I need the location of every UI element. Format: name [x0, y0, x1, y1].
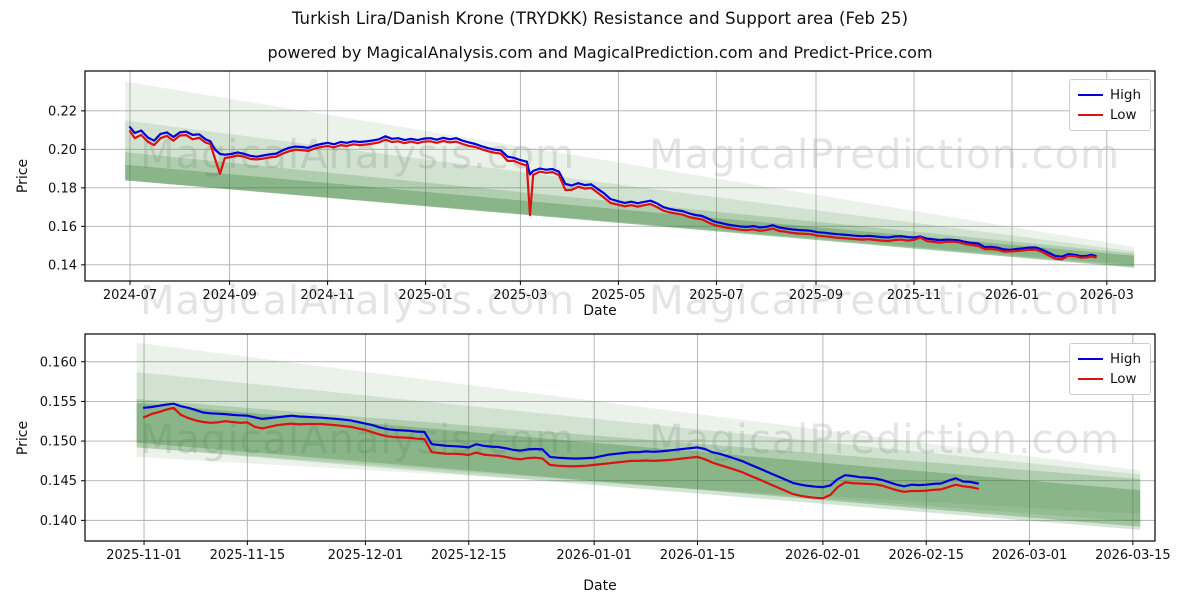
top-chart-ylabel: Price [15, 158, 32, 194]
x-tick-label: 2025-11-15 [210, 548, 286, 563]
low-line [128, 130, 1097, 261]
band-polygon [125, 120, 1135, 266]
x-tick-label: 2026-03 [1080, 288, 1134, 303]
page-title: Turkish Lira/Danish Krone (TRYDKK) Resis… [291, 9, 909, 28]
top-chart-xlabel: Date [583, 303, 617, 319]
band-polygon [136, 342, 1141, 515]
x-tick-label: 2026-03-01 [992, 548, 1068, 563]
x-tick-label: 2026-02-15 [888, 548, 964, 563]
axis-ticks: 2025-11-01 2025-11-15 2025-12-01 2025-12-15… [40, 355, 1171, 563]
band-polygon [136, 403, 1141, 527]
legend-label-low: Low [1109, 371, 1137, 387]
high-line-swatch-icon [1077, 358, 1103, 360]
x-tick-label: 2026-01-15 [660, 548, 736, 563]
x-tick-label: 2026-03-15 [1095, 548, 1171, 563]
grid-lines [85, 71, 1155, 281]
legend-entry-high: High [1077, 349, 1141, 369]
legend-label-low: Low [1109, 107, 1137, 123]
page-subtitle: powered by MagicalAnalysis.com and Magic… [267, 43, 933, 62]
legend-entry-high: High [1077, 85, 1141, 105]
y-tick-label: 0.18 [48, 181, 77, 196]
x-tick-label: 2026-01 [985, 288, 1039, 303]
legend-label-high: High [1109, 87, 1141, 103]
x-tick-label: 2025-05 [591, 288, 645, 303]
high-line [142, 402, 980, 489]
x-tick-label: 2024-07 [103, 288, 157, 303]
band-polygon [125, 81, 1135, 265]
y-tick-label: 0.14 [48, 258, 77, 273]
y-tick-label: 0.140 [40, 514, 77, 529]
low-line [142, 406, 980, 500]
x-tick-label: 2025-11 [887, 288, 941, 303]
y-tick-label: 0.22 [48, 104, 77, 119]
grid-lines [85, 334, 1155, 541]
y-tick-label: 0.145 [40, 474, 77, 489]
band-polygon [136, 372, 1141, 522]
x-tick-label: 2024-09 [202, 288, 256, 303]
top-chart-plot: 2024-07 2024-09 2024-11 2025-01 2025-03 2025-… [48, 70, 1156, 303]
y-tick-label: 0.160 [40, 355, 77, 370]
band-polygon [125, 164, 1135, 268]
x-tick-label: 2025-01 [398, 288, 452, 303]
axis-ticks: 2024-07 2024-09 2024-11 2025-01 2025-03 2025-… [48, 104, 1134, 303]
y-tick-label: 0.20 [48, 143, 77, 158]
y-tick-label: 0.155 [40, 395, 77, 410]
x-tick-label: 2026-01-01 [556, 548, 632, 563]
legend-entry-low: Low [1077, 369, 1141, 389]
plot-border [84, 70, 1156, 282]
bottom-chart-legend: High Low [1068, 343, 1151, 395]
x-tick-label: 2025-03 [493, 288, 547, 303]
y-tick-label: 0.150 [40, 435, 77, 450]
bottom-chart-plot: 2025-11-01 2025-11-15 2025-12-01 2025-12-15… [40, 333, 1171, 563]
plot-border [84, 333, 1156, 542]
support-resistance-bands [125, 81, 1135, 268]
watermark-text: MagicalPrediction.com [649, 132, 1121, 178]
high-line-swatch-icon [1077, 94, 1103, 96]
legend-label-high: High [1109, 351, 1141, 367]
low-line-swatch-icon [1077, 114, 1103, 116]
high-line [128, 126, 1097, 258]
x-tick-label: 2026-02-01 [785, 548, 861, 563]
watermark-text: MagicalPrediction.com [649, 278, 1121, 324]
top-chart-legend: High Low [1068, 79, 1151, 131]
bottom-chart-ylabel: Price [15, 420, 32, 456]
x-tick-label: 2025-12-15 [431, 548, 507, 563]
legend-entry-low: Low [1077, 105, 1141, 125]
band-polygon [125, 152, 1135, 268]
x-tick-label: 2025-07 [689, 288, 743, 303]
y-tick-label: 0.16 [48, 220, 77, 235]
bottom-chart-xlabel: Date [583, 578, 617, 594]
x-tick-label: 2024-11 [300, 288, 354, 303]
support-resistance-bands [136, 342, 1141, 530]
watermark-row-middle: MagicalAnalysis.com MagicalPrediction.com… [140, 278, 1145, 324]
x-tick-label: 2025-11-01 [106, 548, 182, 563]
band-polygon [136, 399, 1141, 530]
x-tick-label: 2025-09 [789, 288, 843, 303]
low-line-swatch-icon [1077, 378, 1103, 380]
x-tick-label: 2025-12-01 [328, 548, 404, 563]
watermark-text: MagicalAnalysis.com [140, 278, 576, 324]
